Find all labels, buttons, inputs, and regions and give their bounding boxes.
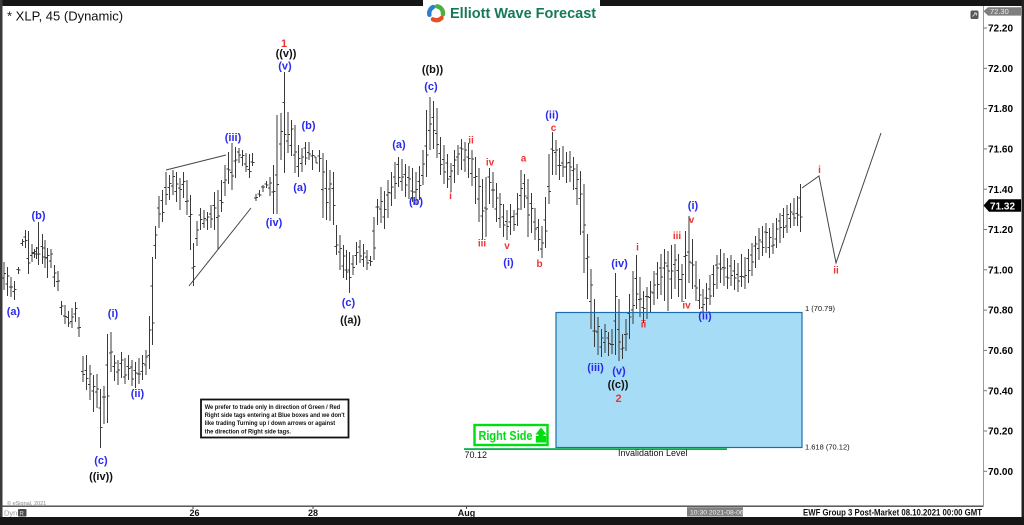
svg-text:1: 1 [281, 38, 287, 50]
svg-text:(ii): (ii) [131, 388, 145, 400]
svg-text:like trading Turning up / down: like trading Turning up / down arrows or… [205, 420, 336, 427]
svg-text:i: i [636, 243, 639, 254]
svg-text:Dyn: Dyn [4, 509, 17, 518]
svg-text:71.40: 71.40 [988, 185, 1013, 196]
svg-text:(b): (b) [301, 120, 315, 132]
svg-text:((b)): ((b)) [422, 64, 444, 76]
svg-text:((iv)): ((iv)) [89, 471, 113, 483]
svg-text:(a): (a) [7, 306, 21, 318]
svg-text:c: c [551, 123, 557, 134]
svg-text:72.20: 72.20 [988, 24, 1013, 35]
svg-text:((c)): ((c)) [608, 379, 629, 391]
svg-text:(i): (i) [503, 257, 514, 269]
svg-text:70.00: 70.00 [988, 467, 1013, 478]
svg-text:i: i [818, 165, 821, 176]
svg-text:ii: ii [641, 320, 647, 331]
svg-text:71.60: 71.60 [988, 145, 1013, 156]
svg-text:((a)): ((a)) [340, 315, 361, 327]
svg-text:(a): (a) [392, 139, 406, 151]
svg-text:a: a [521, 154, 527, 165]
svg-text:(i): (i) [108, 308, 119, 320]
svg-text:Invalidation Level: Invalidation Level [618, 448, 688, 458]
svg-text:Right Side: Right Side [479, 428, 533, 443]
svg-text:(iv): (iv) [611, 258, 628, 270]
svg-text:b: b [536, 259, 542, 270]
svg-text:iii: iii [673, 231, 682, 242]
svg-text:71.00: 71.00 [988, 265, 1013, 276]
svg-text:(b): (b) [31, 210, 45, 222]
svg-text:iv: iv [486, 158, 495, 169]
svg-text:(iv): (iv) [266, 217, 283, 229]
svg-text:1 (70.79): 1 (70.79) [805, 304, 836, 313]
svg-text:v: v [504, 241, 510, 252]
svg-text:i: i [449, 191, 452, 202]
svg-text:70.20: 70.20 [988, 427, 1013, 438]
svg-text:1.618 (70.12): 1.618 (70.12) [805, 443, 850, 452]
svg-text:70.60: 70.60 [988, 346, 1013, 357]
svg-text:70.40: 70.40 [988, 386, 1013, 397]
svg-text:EWF Group 3 Post-Market 08.10.: EWF Group 3 Post-Market 08.10.2021 00:00… [803, 508, 982, 518]
svg-text:2: 2 [615, 393, 621, 405]
svg-text:72.30: 72.30 [990, 7, 1009, 16]
svg-text:ii: ii [468, 136, 474, 147]
svg-text:v: v [689, 215, 695, 226]
svg-text:(iii): (iii) [587, 362, 604, 374]
svg-text:the direction of Right side ta: the direction of Right side tags. [205, 428, 291, 435]
svg-text:(ii): (ii) [545, 110, 559, 122]
svg-text:10:30 2021-08-06: 10:30 2021-08-06 [690, 509, 744, 516]
svg-text:Aug: Aug [458, 508, 476, 518]
svg-text:71.20: 71.20 [988, 225, 1013, 236]
svg-text:(ii): (ii) [698, 311, 712, 323]
svg-text:* XLP, 45 (Dynamic): * XLP, 45 (Dynamic) [7, 9, 123, 24]
svg-text:71.32: 71.32 [990, 201, 1015, 212]
svg-text:iii: iii [478, 239, 487, 250]
svg-text:(c): (c) [342, 297, 356, 309]
svg-text:(c): (c) [424, 81, 438, 93]
svg-text:Right side tags entering at Bl: Right side tags entering at Blue boxes a… [205, 412, 346, 419]
svg-text:R: R [20, 511, 25, 517]
svg-text:72.00: 72.00 [988, 64, 1013, 75]
svg-text:28: 28 [308, 508, 318, 518]
svg-text:(v): (v) [278, 61, 292, 73]
svg-text:(i): (i) [688, 200, 699, 212]
svg-text:26: 26 [189, 508, 199, 518]
svg-text:(c): (c) [94, 455, 108, 467]
svg-text:Elliott Wave Forecast: Elliott Wave Forecast [450, 6, 596, 22]
svg-text:((v)): ((v)) [276, 48, 297, 60]
svg-text:70.12: 70.12 [465, 450, 488, 460]
svg-text:70.80: 70.80 [988, 306, 1013, 317]
svg-text:© eSignal, 2021: © eSignal, 2021 [7, 500, 46, 507]
svg-text:(v): (v) [612, 366, 626, 378]
svg-text:(a): (a) [293, 182, 307, 194]
svg-text:(iii): (iii) [225, 132, 242, 144]
svg-text:iv: iv [682, 301, 691, 312]
svg-text:(b): (b) [409, 196, 423, 208]
svg-text:ii: ii [833, 266, 839, 277]
svg-text:71.80: 71.80 [988, 104, 1013, 115]
svg-text:We prefer to trade only in dir: We prefer to trade only in direction of … [205, 404, 341, 411]
